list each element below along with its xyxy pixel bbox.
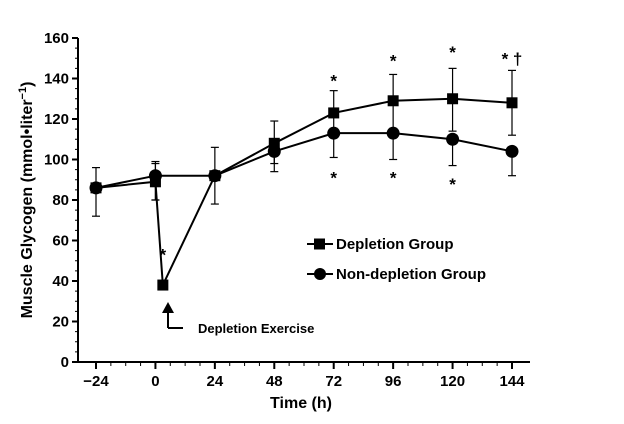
data-point-square — [387, 95, 399, 107]
x-tick-label: 144 — [499, 373, 525, 390]
data-point-square — [447, 93, 459, 105]
data-point-circle — [386, 126, 400, 140]
significance-mark: * † — [502, 49, 523, 68]
x-tick-label: 24 — [207, 373, 224, 390]
legend-circle-marker — [314, 268, 326, 280]
legend-label-depletion: Depletion Group — [336, 236, 454, 253]
y-tick-label: 160 — [44, 30, 69, 47]
y-axis-title-close: ) — [19, 82, 36, 87]
x-tick-label: 72 — [325, 373, 342, 390]
x-tick-label: 120 — [440, 373, 465, 390]
significance-mark: * — [330, 169, 337, 188]
y-tick-label: 80 — [52, 192, 69, 209]
data-point-square — [328, 107, 340, 119]
y-tick-label: 140 — [44, 71, 69, 88]
significance-mark: * — [390, 169, 397, 188]
data-point-circle — [208, 169, 222, 183]
x-tick-label: 0 — [151, 373, 159, 390]
y-axis-title-main: Muscle Glycogen (mmol•liter — [19, 99, 36, 318]
series-non-depletion — [89, 126, 519, 201]
y-tick-label: 60 — [52, 233, 69, 250]
legend: Depletion Group Non-depletion Group — [307, 236, 486, 283]
x-tick-label: 96 — [385, 373, 402, 390]
data-point-circle — [446, 132, 460, 146]
y-axis-title-sup: −1 — [17, 87, 29, 100]
y-tick-label: 0 — [61, 354, 69, 371]
x-axis-title: Time (h) — [270, 395, 332, 412]
y-tick-label: 100 — [44, 152, 69, 169]
legend-label-non-depletion: Non-depletion Group — [336, 266, 486, 283]
x-ticks: −24 0 24 48 72 96 120 144 — [83, 362, 525, 390]
series-layer — [89, 67, 519, 291]
y-tick-label: 40 — [52, 273, 69, 290]
data-point-circle — [89, 181, 103, 195]
y-ticks: 0 20 40 60 80 100 120 140 160 — [44, 30, 78, 371]
x-tick-label: 48 — [266, 373, 283, 390]
significance-mark: * — [390, 51, 397, 70]
significance-mark: * — [449, 175, 456, 194]
annotation-label: Depletion Exercise — [198, 321, 314, 336]
significance-mark: * — [330, 72, 337, 91]
annotation-arrowhead — [162, 302, 174, 313]
data-point-circle — [148, 169, 162, 183]
y-tick-label: 120 — [44, 111, 69, 128]
data-point-circle — [327, 126, 341, 140]
significance-mark: * — [449, 43, 456, 62]
data-point-square — [506, 97, 518, 109]
data-point-square — [157, 279, 169, 291]
y-axis-title: Muscle Glycogen (mmol•liter−1) — [17, 82, 36, 319]
depletion-exercise-annotation: Depletion Exercise — [162, 302, 314, 336]
x-tick-label: −24 — [83, 373, 109, 390]
significance-marks: * * * * * † * * * — [160, 43, 523, 264]
legend-item-non-depletion: Non-depletion Group — [307, 266, 486, 283]
y-tick-label: 20 — [52, 314, 69, 331]
series-line-non-depletion — [95, 132, 513, 189]
data-point-circle — [505, 144, 519, 158]
legend-item-depletion: Depletion Group — [307, 236, 454, 253]
data-point-square — [268, 137, 280, 149]
data-point-circle — [267, 144, 281, 158]
legend-square-marker — [314, 238, 325, 250]
significance-mark: * — [160, 246, 167, 265]
